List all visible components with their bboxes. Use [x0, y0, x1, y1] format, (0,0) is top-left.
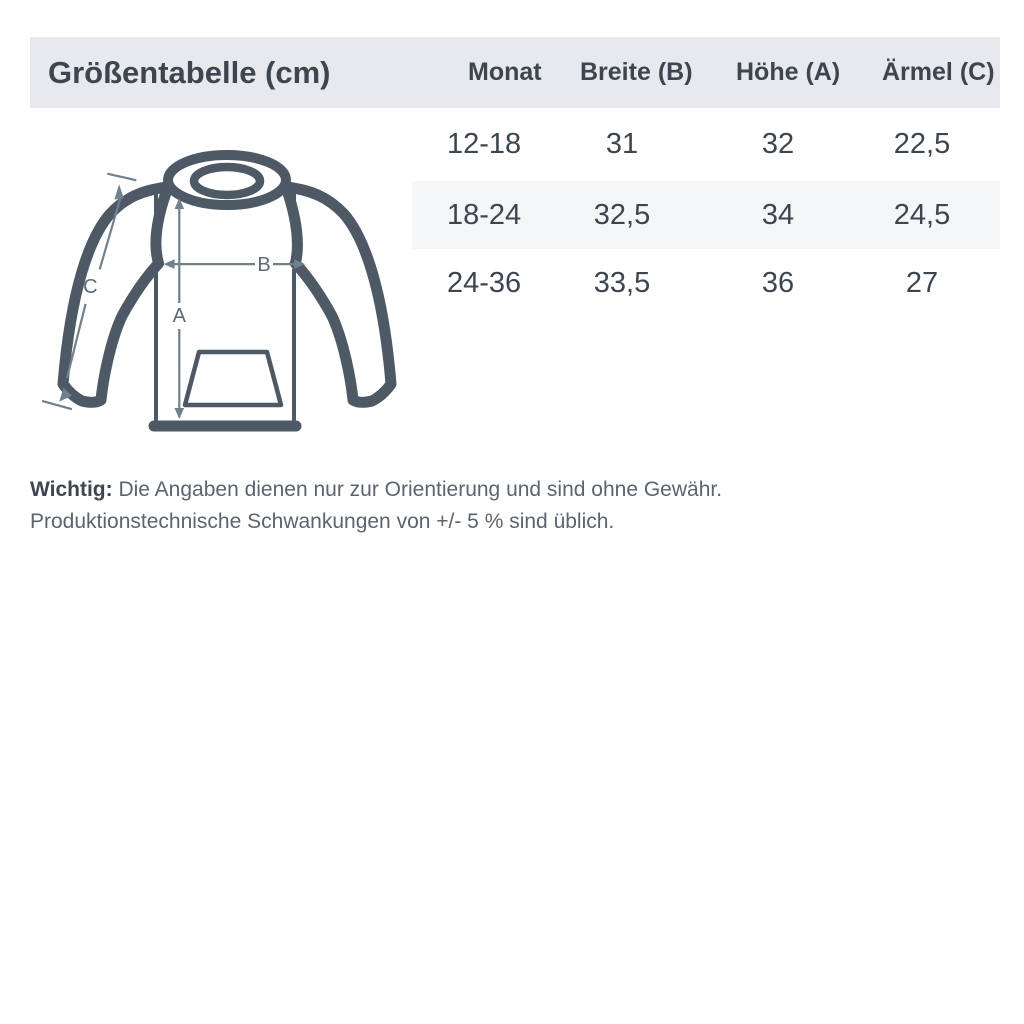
svg-text:C: C	[83, 276, 97, 298]
svg-text:A: A	[173, 305, 187, 327]
svg-text:B: B	[257, 254, 270, 276]
